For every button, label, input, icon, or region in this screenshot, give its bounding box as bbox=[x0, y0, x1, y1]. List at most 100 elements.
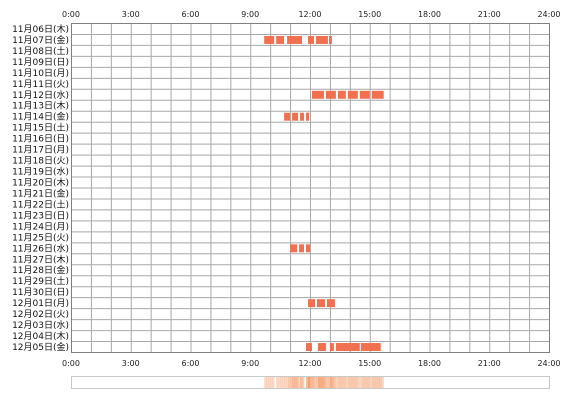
summary-cell bbox=[329, 377, 333, 388]
summary-cell bbox=[371, 377, 375, 388]
x-tick-label-bottom: 0:00 bbox=[62, 359, 80, 368]
summary-cell bbox=[308, 377, 311, 388]
activity-bar bbox=[325, 90, 336, 99]
summary-cell bbox=[331, 377, 335, 388]
row-label: 11月12日(水) bbox=[12, 89, 69, 101]
row-label: 11月23日(日) bbox=[12, 210, 69, 221]
x-tick-label-bottom: 6:00 bbox=[182, 359, 200, 368]
x-tick-label-top: 18:00 bbox=[418, 10, 441, 19]
x-tick-label-top: 12:00 bbox=[298, 10, 321, 19]
summary-cell bbox=[290, 377, 293, 388]
row-label: 11月14日(金) bbox=[12, 111, 69, 123]
summary-cell bbox=[317, 377, 321, 388]
activity-bar bbox=[300, 112, 305, 121]
row-label: 11月26日(水) bbox=[12, 242, 69, 254]
summary-cell bbox=[323, 377, 327, 388]
summary-cell bbox=[355, 377, 359, 388]
x-tick-label-bottom: 12:00 bbox=[298, 359, 321, 368]
row-label: 11月10日(月) bbox=[12, 68, 69, 79]
activity-bar bbox=[308, 299, 315, 308]
summary-cell bbox=[319, 377, 323, 388]
activity-bar bbox=[315, 35, 328, 44]
activity-bar bbox=[371, 90, 384, 99]
row-label: 12月05日(金) bbox=[12, 341, 69, 353]
summary-cell bbox=[286, 377, 289, 388]
x-tick-label-top: 3:00 bbox=[122, 10, 140, 19]
activity-bar bbox=[306, 112, 310, 121]
activity-bar bbox=[308, 35, 314, 44]
activity-bar bbox=[290, 244, 298, 253]
activity-bar bbox=[328, 35, 332, 44]
summary-cell bbox=[339, 377, 343, 388]
summary-cell bbox=[357, 377, 361, 388]
summary-cell bbox=[321, 377, 325, 388]
summary-cell bbox=[325, 377, 329, 388]
summary-cell bbox=[288, 377, 291, 388]
summary-cell bbox=[284, 377, 287, 388]
summary-cell bbox=[337, 377, 341, 388]
x-tick-label-top: 24:00 bbox=[537, 10, 560, 19]
summary-cell bbox=[367, 377, 371, 388]
summary-cell bbox=[302, 377, 305, 388]
row-label: 11月27日(木) bbox=[12, 253, 69, 265]
summary-cell bbox=[278, 377, 281, 388]
summary-cell bbox=[375, 377, 379, 388]
summary-cell bbox=[306, 377, 309, 388]
x-tick-label-bottom: 21:00 bbox=[478, 359, 501, 368]
x-tick-label-top: 0:00 bbox=[62, 10, 80, 19]
x-tick-label-bottom: 24:00 bbox=[537, 359, 560, 368]
summary-cell bbox=[272, 377, 275, 388]
x-tick-label-top: 9:00 bbox=[241, 10, 259, 19]
summary-cell bbox=[264, 377, 267, 388]
summary-cell bbox=[300, 377, 303, 388]
plot-frame bbox=[71, 23, 550, 353]
summary-cell bbox=[294, 377, 297, 388]
summary-cell bbox=[343, 377, 347, 388]
summary-cell bbox=[347, 377, 351, 388]
x-tick-label-top: 6:00 bbox=[182, 10, 200, 19]
summary-cell bbox=[296, 377, 299, 388]
activity-bar bbox=[359, 90, 370, 99]
summary-cell bbox=[379, 377, 382, 388]
summary-cell bbox=[351, 377, 355, 388]
summary-cell bbox=[266, 377, 269, 388]
summary-cell bbox=[270, 377, 273, 388]
row-label: 11月22日(土) bbox=[12, 198, 69, 210]
activity-bar bbox=[284, 112, 291, 121]
summary-cell bbox=[341, 377, 345, 388]
activity-bar bbox=[347, 90, 358, 99]
activity-bar bbox=[337, 90, 346, 99]
summary-cell bbox=[363, 377, 367, 388]
summary-cell bbox=[327, 377, 331, 388]
activity-bar bbox=[360, 343, 381, 351]
row-label: 11月19日(水) bbox=[12, 166, 69, 178]
summary-cell bbox=[359, 377, 363, 388]
row-label: 11月09日(日) bbox=[12, 57, 69, 68]
grid bbox=[71, 23, 550, 353]
activity-bar bbox=[326, 299, 335, 308]
summary-cell bbox=[381, 377, 384, 388]
activity-bar bbox=[292, 112, 299, 121]
summary-cell bbox=[373, 377, 377, 388]
row-label: 11月25日(火) bbox=[12, 232, 69, 243]
activity-bar bbox=[264, 35, 275, 44]
summary-cell bbox=[361, 377, 365, 388]
row-label: 11月08日(土) bbox=[12, 45, 69, 57]
summary-cell bbox=[282, 377, 285, 388]
activity-bar bbox=[306, 343, 312, 351]
summary-cell bbox=[280, 377, 283, 388]
summary-cell bbox=[377, 377, 381, 388]
row-labels: 11月06日(木)11月07日(金)11月08日(土)11月09日(日)11月1… bbox=[12, 23, 69, 353]
row-label: 11月20日(木) bbox=[12, 177, 69, 189]
x-tick-label-bottom: 9:00 bbox=[241, 359, 259, 368]
x-tick-label-bottom: 3:00 bbox=[122, 359, 140, 368]
activity-bar bbox=[335, 343, 360, 351]
row-label: 11月30日(日) bbox=[12, 287, 69, 298]
x-tick-label-bottom: 15:00 bbox=[358, 359, 381, 368]
summary-cell bbox=[315, 377, 319, 388]
summary-strip bbox=[71, 376, 550, 389]
row-label: 11月13日(木) bbox=[12, 100, 69, 112]
summary-cell bbox=[298, 377, 301, 388]
row-label: 11月11日(火) bbox=[12, 79, 69, 90]
